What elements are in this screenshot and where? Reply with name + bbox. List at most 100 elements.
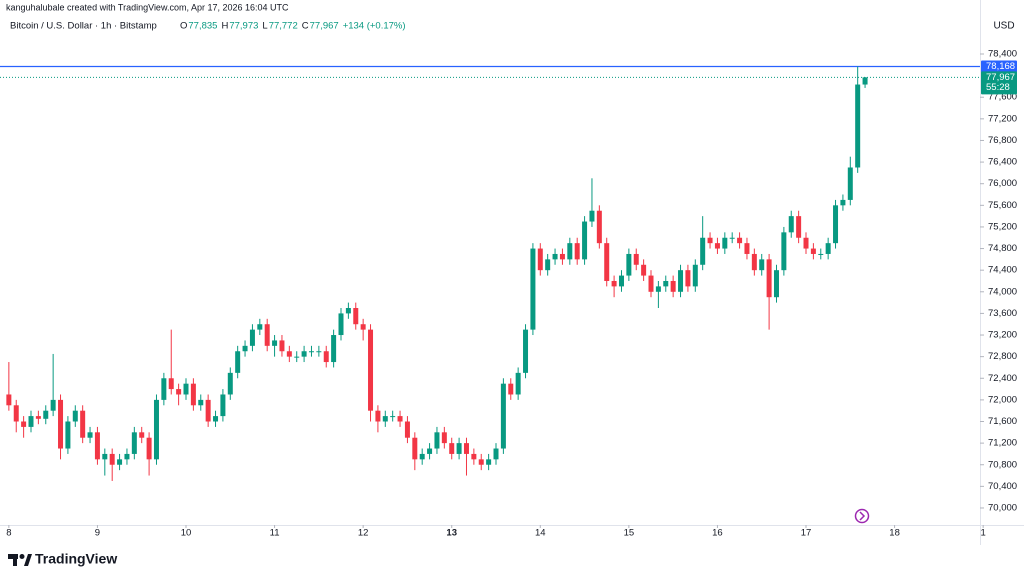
candle-body	[28, 416, 34, 427]
candle-body	[574, 243, 580, 260]
candle-body	[375, 410, 381, 422]
candle-body	[847, 167, 853, 200]
legend-change: +134 (+0.17%)	[343, 21, 406, 32]
candle-body	[833, 205, 839, 244]
candle-body	[862, 77, 868, 85]
candle-body	[404, 421, 410, 438]
candle-body	[397, 416, 403, 422]
candle-body	[486, 459, 492, 465]
candle-body	[58, 399, 64, 449]
candle-body	[353, 308, 359, 325]
candle-body	[508, 383, 514, 395]
x-tick-label: 16	[712, 528, 723, 539]
legend-value: 77,835	[188, 21, 217, 32]
reload-circle[interactable]	[854, 508, 870, 524]
candle-body	[781, 232, 787, 271]
candle-body	[773, 270, 779, 298]
y-tick-label: 70,000	[988, 502, 1017, 513]
candle-body	[227, 372, 233, 395]
candle-body	[855, 84, 861, 168]
currency-label: USD	[993, 21, 1014, 32]
candle-body	[530, 248, 536, 330]
candle-body	[685, 270, 691, 287]
candle-body	[161, 378, 167, 400]
candle-body	[205, 399, 211, 422]
candle-body	[803, 237, 809, 249]
candle-body	[13, 405, 19, 422]
candle-body	[766, 259, 772, 298]
reload-icon[interactable]	[854, 508, 870, 524]
watermark: kanguhalubale created with TradingView.c…	[6, 2, 289, 12]
candle-body	[117, 459, 123, 465]
candle-body	[751, 253, 757, 271]
candle-body	[493, 448, 499, 460]
candle-body	[692, 264, 698, 287]
candle-body	[463, 443, 469, 454]
candle-body	[441, 432, 447, 444]
candle-body	[139, 432, 145, 438]
y-tick-label: 77,200	[988, 113, 1017, 124]
brand-logo	[8, 554, 32, 566]
y-tick-label: 77,600	[988, 92, 1017, 103]
candle-body	[478, 459, 484, 465]
candle-body	[523, 329, 529, 373]
candle-body	[43, 410, 49, 419]
candle-body	[257, 324, 263, 330]
x-tick-label: 9	[95, 528, 100, 539]
candle-body	[788, 216, 794, 233]
price-line-label: 78,168	[986, 61, 1015, 72]
candle-body	[21, 421, 27, 427]
y-tick-label: 73,200	[988, 330, 1017, 341]
legend-value: 77,772	[269, 21, 298, 32]
candle-body	[124, 453, 130, 460]
candle-body	[759, 259, 765, 271]
price-line-tag	[981, 60, 1017, 73]
candle-body	[582, 221, 588, 260]
x-tick-label: 1	[981, 528, 986, 539]
candle-body	[235, 351, 241, 373]
countdown-label: 55:28	[986, 82, 1010, 93]
reload-arrow[interactable]	[859, 511, 866, 521]
candle-body	[368, 329, 374, 411]
candle-body	[419, 453, 425, 460]
candle-body	[50, 399, 56, 411]
legend-value: 77,967	[310, 21, 339, 32]
legend-key: L	[262, 21, 267, 32]
candle-body	[559, 253, 565, 260]
candle-body	[537, 248, 543, 271]
legend-key: H	[221, 21, 228, 32]
candle-body	[294, 356, 300, 358]
y-tick-label: 73,600	[988, 308, 1017, 319]
candle-body	[700, 237, 706, 265]
candle-body	[618, 275, 624, 287]
candle-body	[604, 243, 610, 281]
candle-body	[183, 383, 189, 395]
candle-body	[176, 389, 182, 395]
candle-body	[198, 399, 204, 406]
candle-body	[589, 210, 595, 222]
last-price-label: 77,967	[986, 72, 1015, 83]
x-tick-label: 18	[889, 528, 900, 539]
candle-body	[471, 453, 477, 460]
y-tick-label: 70,400	[988, 481, 1017, 492]
candle-body	[390, 416, 396, 418]
candle-body	[840, 199, 846, 206]
candle-body	[641, 264, 647, 276]
candle-body	[626, 253, 632, 276]
candle-body	[825, 243, 831, 254]
logo-part	[13, 554, 17, 566]
candle-body	[109, 453, 115, 465]
candle-body	[707, 237, 713, 244]
legend-value: 77,973	[229, 21, 258, 32]
candle-body	[87, 432, 93, 438]
x-tick-label: 11	[270, 528, 280, 539]
candle-body	[678, 270, 684, 292]
candle-body	[131, 432, 137, 454]
chart-title: Bitcoin / U.S. Dollar · 1h · Bitstamp	[10, 21, 157, 32]
candle-body	[722, 237, 728, 249]
y-tick-label: 71,600	[988, 416, 1017, 427]
x-tick-label: 15	[624, 528, 635, 539]
candle-body	[500, 383, 506, 449]
candle-body	[301, 351, 307, 357]
